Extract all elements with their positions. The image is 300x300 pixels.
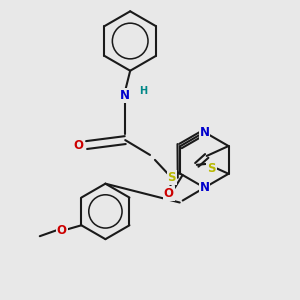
Text: S: S [207, 162, 216, 175]
Text: O: O [164, 187, 174, 200]
Text: O: O [57, 224, 67, 237]
Text: N: N [120, 89, 130, 102]
Text: O: O [74, 139, 84, 152]
Text: N: N [200, 126, 209, 139]
Text: N: N [200, 181, 209, 194]
Text: H: H [139, 85, 147, 96]
Text: S: S [167, 171, 176, 184]
